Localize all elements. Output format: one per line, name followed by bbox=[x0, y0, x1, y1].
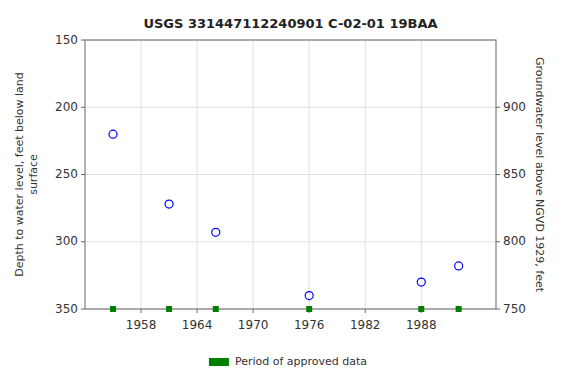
series bbox=[109, 130, 463, 299]
square-marker bbox=[166, 306, 172, 312]
x-tick-label: 1958 bbox=[126, 318, 157, 332]
square-marker bbox=[306, 306, 312, 312]
x-tick bbox=[253, 309, 254, 313]
grid-line-y bbox=[85, 241, 496, 242]
square-marker bbox=[110, 306, 116, 312]
circle-marker bbox=[212, 228, 220, 236]
y2-tick bbox=[496, 241, 500, 242]
x-tick-label: 1988 bbox=[406, 318, 437, 332]
square-marker bbox=[418, 306, 424, 312]
square-marker bbox=[456, 306, 462, 312]
y-axis-label: Depth to water level, feet below landsur… bbox=[13, 72, 40, 277]
legend: Period of approved data bbox=[209, 355, 367, 368]
circle-marker bbox=[109, 130, 117, 138]
x-tick-label: 1970 bbox=[238, 318, 269, 332]
title: USGS 331447112240901 C-02-01 19BAA bbox=[143, 16, 437, 31]
legend-swatch bbox=[209, 358, 229, 366]
y-axis-label-line: surface bbox=[27, 154, 40, 195]
plot-background bbox=[85, 40, 496, 309]
legend-label: Period of approved data bbox=[235, 355, 367, 368]
y-tick bbox=[81, 107, 85, 108]
y-tick-label: 300 bbox=[55, 234, 78, 248]
y2-axis: 900 850 800 750 bbox=[496, 100, 526, 316]
y2-tick-label: 850 bbox=[503, 167, 526, 181]
y-axis: 150 200 250 300 350 bbox=[55, 33, 85, 316]
y-tick bbox=[81, 40, 85, 41]
x-tick bbox=[197, 309, 198, 313]
marks bbox=[109, 130, 463, 312]
y-tick-label: 150 bbox=[55, 33, 78, 47]
chart: 1958 1964 1970 1976 1982 1988 150 200 250 300 350 9… bbox=[0, 0, 576, 384]
y2-tick bbox=[496, 107, 500, 108]
y-tick-label: 200 bbox=[55, 100, 78, 114]
y-axis-label-line: Depth to water level, feet below land bbox=[13, 72, 26, 277]
x-tick-label: 1982 bbox=[350, 318, 381, 332]
x-tick-label: 1976 bbox=[294, 318, 325, 332]
y2-tick bbox=[496, 174, 500, 175]
y-tick-label: 250 bbox=[55, 167, 78, 181]
circle-marker bbox=[165, 200, 173, 208]
square-marker bbox=[213, 306, 219, 312]
circle-marker bbox=[455, 262, 463, 270]
y-tick bbox=[81, 309, 85, 310]
y2-tick-label: 800 bbox=[503, 234, 526, 248]
x-tick bbox=[365, 309, 366, 313]
y-tick-label: 350 bbox=[55, 302, 78, 316]
y2-axis-label: Groundwater level above NGVD 1929, feet bbox=[533, 57, 546, 293]
circle-marker bbox=[305, 292, 313, 300]
y2-tick-label: 750 bbox=[503, 302, 526, 316]
x-tick-label: 1964 bbox=[182, 318, 213, 332]
y-tick bbox=[81, 241, 85, 242]
x-tick bbox=[141, 309, 142, 313]
circle-marker bbox=[417, 278, 425, 286]
plot-frame bbox=[85, 40, 496, 309]
grid-line-y bbox=[85, 107, 496, 108]
x-axis: 1958 1964 1970 1976 1982 1988 bbox=[126, 309, 437, 332]
series bbox=[110, 306, 462, 312]
grid bbox=[85, 40, 496, 309]
y2-tick-label: 900 bbox=[503, 100, 526, 114]
grid-line-y bbox=[85, 174, 496, 175]
y2-tick bbox=[496, 309, 500, 310]
y-tick bbox=[81, 174, 85, 175]
